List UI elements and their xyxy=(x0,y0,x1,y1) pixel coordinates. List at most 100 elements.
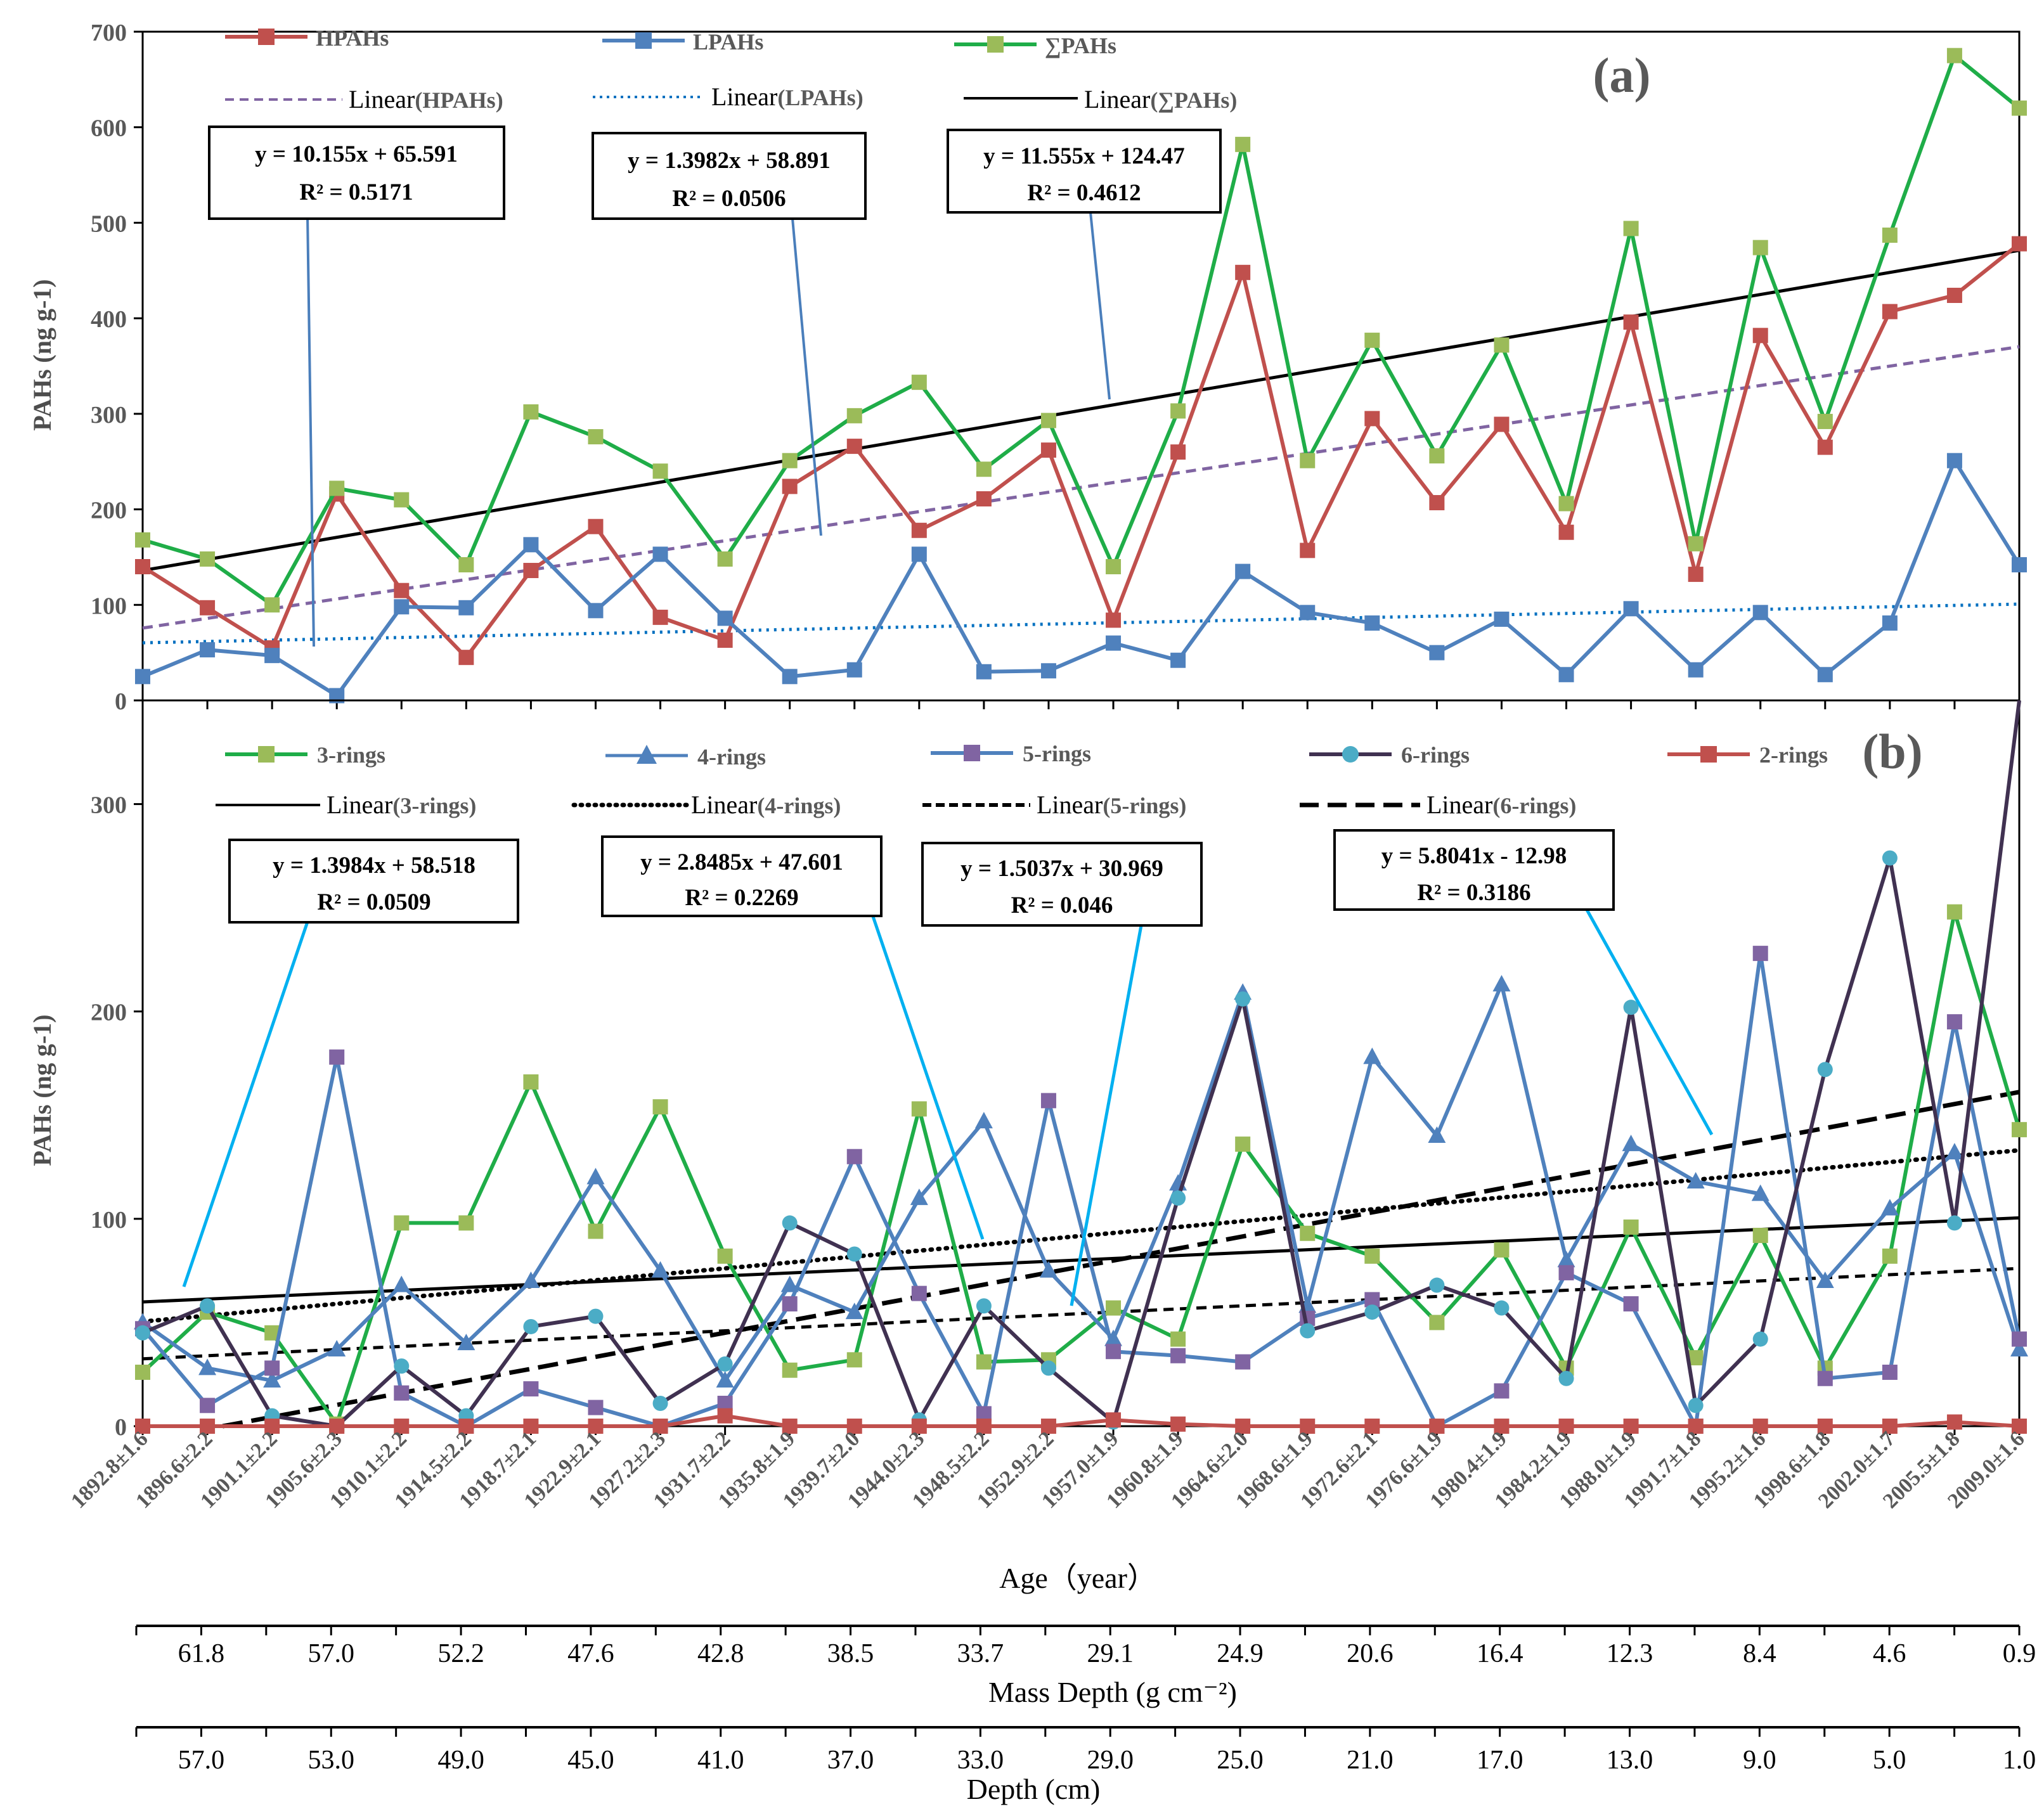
data-point-hpahs xyxy=(976,491,992,506)
data-point-sum-pahs xyxy=(1235,136,1251,152)
data-point-5-rings xyxy=(200,1398,216,1414)
panel-a-trendlines xyxy=(142,248,2020,645)
data-point-6-rings xyxy=(1235,991,1251,1007)
legend-label-linear-hpahs: Linear(HPAHs) xyxy=(349,85,503,113)
legend-label-5-rings: 5-rings xyxy=(1023,741,1091,766)
data-point-lpahs xyxy=(264,648,280,664)
data-point-sum-pahs xyxy=(1558,496,1574,512)
depth-label: 33.0 xyxy=(957,1746,1004,1775)
data-point-sum-pahs xyxy=(1364,332,1380,348)
data-point-4-rings xyxy=(1492,975,1511,992)
data-point-2-rings xyxy=(394,1419,410,1434)
data-point-hpahs xyxy=(1752,328,1768,344)
depth-label: 9.0 xyxy=(1743,1746,1776,1775)
data-point-5-rings xyxy=(1040,1093,1056,1109)
legend-label-linear-4-rings: Linear(4-rings) xyxy=(691,790,841,819)
data-point-2-rings xyxy=(782,1419,798,1434)
data-point-2-rings xyxy=(588,1419,604,1434)
data-point-hpahs xyxy=(458,650,474,666)
data-point-6-rings xyxy=(1170,1190,1186,1206)
mass-depth-label: 57.0 xyxy=(307,1639,354,1668)
data-point-3-rings xyxy=(1623,1219,1639,1235)
data-point-6-rings xyxy=(135,1325,150,1341)
data-point-3-rings xyxy=(2012,1122,2027,1138)
data-point-4-rings xyxy=(845,1303,864,1320)
data-point-3-rings xyxy=(1235,1137,1251,1152)
mass-depth-label: 16.4 xyxy=(1477,1639,1523,1668)
r-squared-4-rings: R² = 0.2269 xyxy=(685,885,798,911)
y-tick-label: 300 xyxy=(91,402,127,428)
r-squared-5-rings: R² = 0.046 xyxy=(1011,892,1113,918)
data-point-lpahs xyxy=(588,603,604,619)
data-point-2-rings xyxy=(1364,1419,1380,1434)
data-point-hpahs xyxy=(911,522,927,538)
data-point-2-rings xyxy=(1623,1419,1639,1434)
data-point-hpahs xyxy=(782,479,798,494)
data-point-2-rings xyxy=(329,1419,345,1434)
data-point-sum-pahs xyxy=(846,408,862,423)
data-point-lpahs xyxy=(2012,557,2027,572)
mass-depth-label: 12.3 xyxy=(1607,1639,1653,1668)
series-3-rings xyxy=(135,904,2027,1432)
data-point-6-rings xyxy=(717,1356,733,1372)
depth-label: 57.0 xyxy=(178,1746,225,1775)
data-point-lpahs xyxy=(1300,605,1316,621)
data-point-sum-pahs xyxy=(1300,453,1316,468)
data-point-4-rings xyxy=(1104,1329,1123,1346)
legend-marker-hpahs xyxy=(258,29,275,45)
data-point-4-rings xyxy=(457,1334,475,1351)
legend-label-linear-6-rings: Linear(6-rings) xyxy=(1426,790,1576,819)
depth-label: 25.0 xyxy=(1217,1746,1264,1775)
data-point-sum-pahs xyxy=(523,404,539,420)
data-point-6-rings xyxy=(1364,1304,1380,1320)
data-point-2-rings xyxy=(1817,1419,1833,1434)
data-point-sum-pahs xyxy=(458,557,474,572)
equation-4-rings: y = 2.8485x + 47.601 xyxy=(640,849,843,875)
legend-marker-2-rings xyxy=(1700,746,1717,763)
mass-depth-label: 29.1 xyxy=(1087,1639,1134,1668)
legend-marker-4-rings xyxy=(637,745,657,764)
data-point-2-rings xyxy=(1300,1419,1316,1434)
equation-box-lpahs: y = 1.3982x + 58.891 R² = 0.0506 xyxy=(592,132,867,220)
data-point-2-rings xyxy=(264,1419,280,1434)
data-point-lpahs xyxy=(1688,662,1704,678)
data-point-lpahs xyxy=(846,662,862,678)
series-lpahs xyxy=(135,453,2027,704)
data-point-4-rings xyxy=(1686,1171,1705,1188)
data-point-hpahs xyxy=(200,600,216,615)
panel-b-legend: 3-rings 4-rings 5-rings 6-rings 2-rings … xyxy=(216,741,1828,819)
data-point-3-rings xyxy=(1494,1242,1510,1258)
callout-line-lpahs xyxy=(791,218,822,536)
data-point-5-rings xyxy=(2012,1331,2027,1347)
data-point-2-rings xyxy=(1946,1414,1962,1430)
data-point-lpahs xyxy=(135,669,150,685)
callout-line-sum xyxy=(1089,212,1111,400)
equation-box-6-rings: y = 5.8041x - 12.98 R² = 0.3186 xyxy=(1333,829,1615,911)
depth-label: 1.0 xyxy=(2003,1746,2036,1775)
data-point-lpahs xyxy=(1882,615,1898,631)
depth-label: 21.0 xyxy=(1347,1746,1394,1775)
data-point-sum-pahs xyxy=(200,551,216,567)
trendline-6-rings xyxy=(222,1090,2020,1429)
data-point-hpahs xyxy=(523,563,539,579)
data-point-sum-pahs xyxy=(2012,100,2027,116)
trendline-∑pahs xyxy=(142,248,2020,572)
equation-box-3-rings: y = 1.3984x + 58.518 R² = 0.0509 xyxy=(228,839,519,924)
data-point-hpahs xyxy=(1429,495,1445,511)
legend-label-hpahs: HPAHs xyxy=(316,25,389,51)
equation-hpahs: y = 10.155x + 65.591 xyxy=(255,141,458,167)
data-point-6-rings xyxy=(523,1318,539,1334)
data-point-hpahs xyxy=(652,609,668,625)
data-point-lpahs xyxy=(1623,601,1639,617)
mass-depth-label: 8.4 xyxy=(1743,1639,1776,1668)
callout-line-hpahs xyxy=(306,215,315,647)
series-line-6-rings xyxy=(141,700,2021,1428)
data-point-2-rings xyxy=(911,1419,927,1434)
panel-a-y-axis-label: PAHs (ng g-1) xyxy=(28,279,56,430)
data-point-2-rings xyxy=(652,1419,668,1434)
data-point-lpahs xyxy=(911,546,927,562)
panel-a-y-ticks: 0 100 200 300 400 500 600 700 xyxy=(91,20,143,715)
data-point-hpahs xyxy=(1558,524,1574,540)
data-point-sum-pahs xyxy=(1494,337,1510,353)
data-point-6-rings xyxy=(1946,1215,1962,1231)
